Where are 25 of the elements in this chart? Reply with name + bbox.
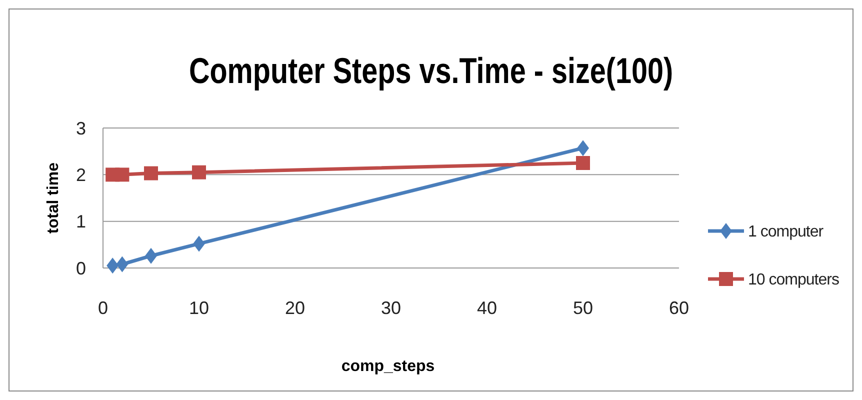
point [116, 256, 128, 272]
x-tick-label: 10 [188, 298, 210, 318]
legend-label: 1 computer [748, 224, 824, 241]
point [577, 140, 589, 156]
point [193, 236, 205, 252]
x-tick-label: 40 [476, 298, 498, 318]
x-tick-label: 60 [668, 298, 690, 318]
chart-title: Computer Steps vs.Time - size(100) [188, 50, 674, 91]
legend-label: 10 computers [748, 272, 840, 289]
point [145, 248, 157, 264]
y-tick-label: 0 [76, 258, 86, 278]
x-axis-title: comp_steps [341, 358, 435, 375]
point [192, 165, 206, 180]
x-tick-label: 0 [98, 298, 108, 318]
y-tick-label: 3 [76, 118, 86, 138]
y-tick-label: 1 [76, 212, 86, 232]
point [576, 156, 590, 170]
y-axis-title: total time [45, 162, 62, 234]
point [144, 166, 158, 180]
x-tick-label: 50 [572, 298, 594, 318]
x-tick-label: 30 [380, 298, 402, 318]
point [106, 258, 119, 274]
point [115, 168, 130, 182]
x-tick-label: 20 [284, 298, 306, 318]
y-tick-label: 2 [76, 164, 86, 185]
